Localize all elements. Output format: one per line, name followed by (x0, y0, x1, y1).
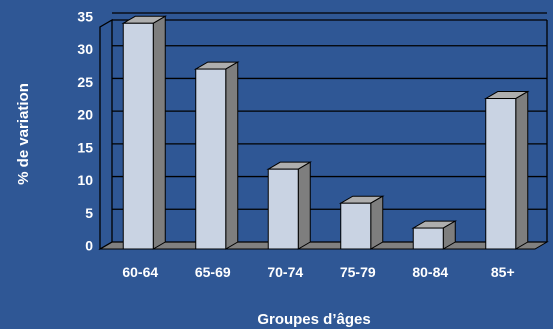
x-axis-title: Groupes d’âges (257, 311, 370, 328)
x-tick-label: 75-79 (340, 264, 376, 280)
bar-side (225, 61, 239, 250)
bar-65-69 (193, 61, 240, 250)
x-tick-labels: 60-64 65-69 70-74 75-79 80-84 85+ (122, 264, 514, 280)
gridlines (112, 12, 547, 243)
y-tick-label: 10 (77, 172, 93, 188)
bar-80-84 (411, 220, 458, 250)
y-tick-label: 5 (85, 205, 93, 221)
x-tick-label: 65-69 (195, 264, 231, 280)
bar-75-79 (338, 195, 385, 250)
bar-side (515, 90, 529, 250)
x-tick-label: 70-74 (267, 264, 303, 280)
bar (412, 227, 444, 250)
bar (267, 168, 299, 250)
y-tick-label: 25 (77, 74, 93, 90)
bar-side (370, 195, 384, 250)
bar (195, 68, 227, 250)
floor-plane (98, 241, 549, 250)
y-tick-label: 35 (77, 9, 93, 25)
y-tick-label: 30 (77, 41, 93, 57)
y-tick-labels: 0 5 10 15 20 25 30 35 (77, 9, 93, 254)
y-tick-label: 20 (77, 107, 93, 123)
bar-85+ (483, 90, 530, 250)
x-tick-label: 60-64 (122, 264, 158, 280)
bars (121, 15, 530, 250)
x-tick-label: 85+ (491, 264, 515, 280)
y-axis-title: % de variation (15, 83, 32, 185)
bar (122, 22, 154, 250)
bar-70-74 (266, 161, 313, 250)
y-tick-label: 0 (85, 238, 93, 254)
bar-60-64 (121, 15, 168, 250)
bar (485, 98, 517, 250)
x-tick-label: 80-84 (412, 264, 448, 280)
plot-floor (98, 241, 549, 250)
bar-side (152, 15, 166, 250)
bar-side (297, 161, 311, 250)
plot-walls (99, 18, 548, 251)
y-tick-label: 15 (77, 139, 93, 155)
bar (340, 202, 372, 250)
